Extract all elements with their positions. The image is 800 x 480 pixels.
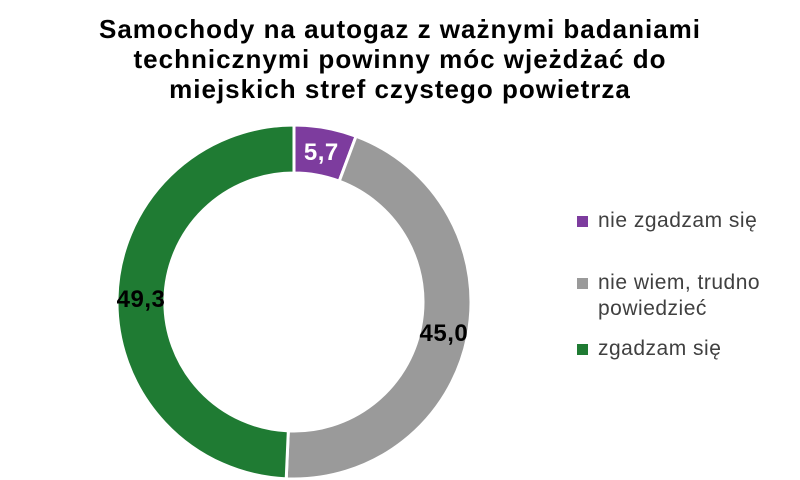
legend-item-nie-wiem: nie wiem, trudno powiedzieć	[577, 270, 800, 322]
legend-item-nie-zgadzam-sie: nie zgadzam się	[577, 208, 800, 234]
chart-title: Samochody na autogaz z ważnymi badaniami…	[0, 14, 800, 104]
donut-slice-value-label: 45,0	[420, 320, 469, 347]
chart-title-line-3: miejskich stref czystego powietrza	[169, 74, 631, 104]
legend-item-zgadzam-sie: zgadzam się	[577, 336, 800, 362]
chart-title-line-1: Samochody na autogaz z ważnymi badaniami	[98, 14, 701, 44]
chart-title-line-2: technicznymi powinny móc wjeżdżać do	[133, 44, 667, 74]
legend-marker-icon	[577, 216, 588, 227]
legend-label: zgadzam się	[598, 337, 722, 360]
donut-slice-value-label: 49,3	[117, 286, 166, 313]
donut-slice-2	[115, 123, 296, 480]
legend-label: nie wiem, trudno powiedzieć	[598, 271, 761, 320]
legend-marker-icon	[577, 278, 588, 289]
legend-label: nie zgadzam się	[598, 209, 758, 232]
donut-slice-1	[284, 134, 473, 480]
donut-slice-value-label: 5,7	[304, 139, 339, 166]
legend: nie zgadzam się nie wiem, trudno powiedz…	[577, 208, 800, 362]
legend-marker-icon	[577, 344, 588, 355]
